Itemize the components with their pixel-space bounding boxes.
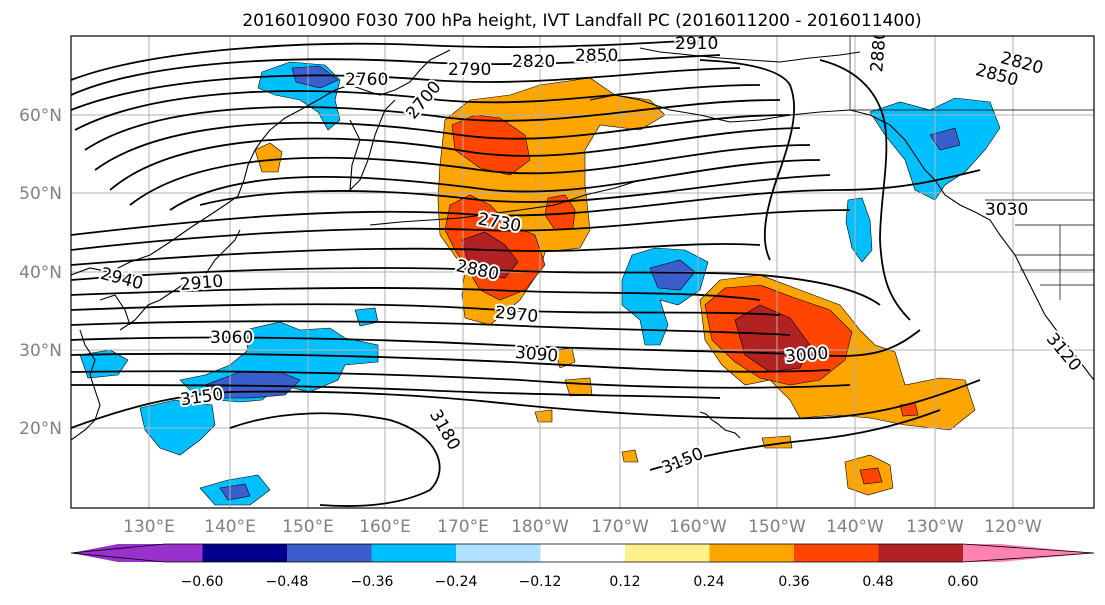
lat-label: 30°N — [19, 341, 62, 361]
longitude-labels: 130°E 140°E 150°E 160°E 170°E 180°W 170°… — [123, 517, 1042, 537]
colorbar-tick-label: 0.36 — [778, 574, 809, 590]
positive-anomaly-red-south-east — [859, 467, 883, 485]
lon-label: 160°E — [359, 517, 411, 537]
hawaii-islands — [699, 411, 741, 439]
figure-title: 2016010900 F030 700 hPa height, IVT Land… — [242, 11, 921, 31]
contour-label: 2880 — [867, 28, 891, 73]
lon-label: 160°W — [669, 517, 727, 537]
colorbar-tick-label: −0.60 — [181, 574, 224, 590]
positive-anomaly-orange-south — [554, 347, 576, 369]
positive-anomaly-dark-east-core — [734, 304, 811, 373]
negative-anomaly-core-north — [291, 65, 339, 89]
lon-label: 130°E — [123, 517, 175, 537]
korea-coast — [99, 294, 131, 326]
negative-anomaly-core-gulf — [929, 127, 961, 151]
colorbar-extend-max — [963, 544, 1094, 562]
colorbar-tick-label: −0.36 — [351, 574, 394, 590]
contour-label: 3090 — [514, 343, 559, 367]
colorbar-segment — [287, 544, 372, 562]
positive-anomaly-orange-tiny — [534, 409, 553, 423]
lat-label: 40°N — [19, 263, 62, 283]
contour-label: 2910 — [179, 271, 224, 295]
lon-label: 130°W — [906, 517, 964, 537]
contour-label: 3000 — [784, 343, 829, 367]
contour-label: 3060 — [210, 328, 253, 348]
colorbar-ticks: −0.60 −0.48 −0.36 −0.24 −0.12 0.12 0.24 … — [181, 574, 979, 590]
contour-label: 2910 — [675, 34, 718, 54]
lon-label: 170°E — [437, 517, 489, 537]
lon-label: 180°W — [511, 517, 569, 537]
lon-label: 150°W — [748, 517, 806, 537]
map-panel: 2910 2850 2820 2790 2760 2700 2880 2820 … — [71, 28, 1094, 508]
map-frame — [70, 35, 1095, 509]
na-west-coast — [934, 179, 1094, 381]
japan-coast — [119, 229, 241, 331]
lon-label: 150°E — [282, 517, 334, 537]
lon-label: 140°E — [204, 517, 256, 537]
colorbar-tick-label: 0.48 — [862, 574, 893, 590]
china-coast — [71, 329, 101, 441]
coastlines — [71, 47, 1094, 441]
colorbar-tick-label: −0.12 — [519, 574, 562, 590]
lat-label: 50°N — [19, 184, 62, 204]
colorbar-segment — [625, 544, 710, 562]
lon-label: 140°W — [826, 517, 884, 537]
colorbar-tick-label: 0.12 — [609, 574, 640, 590]
colorbar-tick-label: −0.24 — [435, 574, 478, 590]
colorbar-segment — [456, 544, 541, 562]
colorbar-segment — [709, 544, 794, 562]
colorbar-segment — [202, 544, 287, 562]
colorbar-segment — [371, 544, 456, 562]
contour-label: 2850 — [575, 46, 618, 66]
negative-anomaly-core-mid — [649, 259, 696, 291]
contour-label: 2820 — [512, 52, 555, 72]
lat-label: 20°N — [19, 419, 62, 439]
lon-label: 170°W — [591, 517, 649, 537]
contour-label: 2790 — [448, 60, 491, 80]
arctic-coast — [639, 47, 861, 63]
lon-label: 120°W — [984, 517, 1042, 537]
negative-anomaly-region-coastal — [845, 197, 873, 263]
alaska-coast — [589, 94, 936, 181]
negative-anomaly-core-south — [219, 483, 251, 501]
colorbar-segment — [794, 544, 879, 562]
positive-anomaly-orange-dot — [621, 449, 639, 463]
colorbar: −0.60 −0.48 −0.36 −0.24 −0.12 0.12 0.24 … — [70, 543, 1095, 590]
colorbar-outline — [70, 543, 1095, 563]
positive-anomaly-orange-small — [564, 377, 593, 397]
colorbar-extend-min — [71, 544, 203, 562]
kamchatka-coast — [349, 99, 396, 192]
colorbar-segment — [878, 544, 963, 562]
positive-anomaly-orange-nw — [254, 142, 283, 173]
latitude-labels: 60°N 50°N 40°N 30°N 20°N — [19, 106, 62, 439]
lat-label: 60°N — [19, 106, 62, 126]
aleutians — [369, 179, 641, 226]
colorbar-tick-label: 0.60 — [947, 574, 978, 590]
height-contours — [71, 39, 981, 507]
contour-label: 2760 — [345, 70, 388, 90]
colorbar-tick-label: −0.48 — [266, 574, 309, 590]
contour-label: 3030 — [985, 200, 1028, 220]
colorbar-tick-label: 0.24 — [693, 574, 724, 590]
colorbar-segments — [70, 543, 1095, 563]
colorbar-segment — [540, 544, 625, 562]
